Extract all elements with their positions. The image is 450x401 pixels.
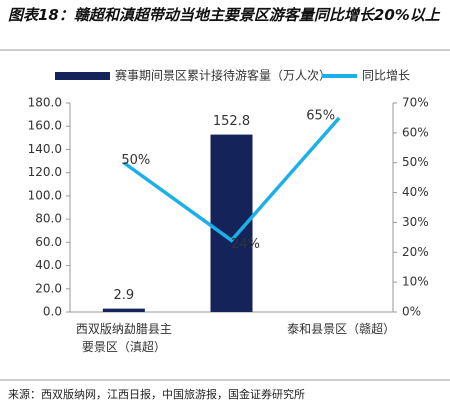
line-value-label: 50% <box>121 153 150 168</box>
y-tick-label: 20.0 <box>35 281 62 295</box>
bar-value-label: 152.8 <box>213 114 250 129</box>
y2-tick-label: 60% <box>402 125 429 139</box>
source: 来源：西双版纳网，江西日报，中国旅游报，国金证券研究所 <box>8 388 305 401</box>
chart-title: 图表18：赣超和滇超带动当地主要景区游客量同比增长20%以上 <box>8 6 440 24</box>
bar <box>102 308 145 312</box>
y2-tick-label: 20% <box>402 245 429 259</box>
y-tick-label: 120.0 <box>28 165 62 179</box>
y-tick-label: 180.0 <box>28 96 62 110</box>
y2-tick-label: 10% <box>402 275 429 289</box>
legend-label: 同比增长 <box>362 69 410 83</box>
line-value-label: 24% <box>231 237 260 252</box>
y-tick-label: 160.0 <box>28 119 62 133</box>
x-tick-label: 泰和县景区（赣超） <box>287 322 396 336</box>
bar-value-label: 2.9 <box>113 288 134 303</box>
line-value-label: 65% <box>306 108 335 123</box>
x-tick-label: 西双版纳勐腊县主要景区（滇超） <box>75 322 172 354</box>
legend-label: 赛事期间景区累计接待游客量（万人次） <box>115 68 331 83</box>
y2-tick-label: 70% <box>402 96 429 110</box>
y2-tick-label: 40% <box>402 185 429 199</box>
y-tick-label: 60.0 <box>35 235 62 249</box>
y-tick-label: 140.0 <box>28 142 62 156</box>
y-tick-label: 80.0 <box>35 212 62 226</box>
y-tick-label: 40.0 <box>35 258 62 272</box>
y-tick-label: 100.0 <box>28 188 62 202</box>
legend-swatch <box>55 72 110 80</box>
y2-tick-label: 30% <box>402 215 429 229</box>
y-tick-label: 0.0 <box>43 305 62 319</box>
y2-tick-label: 0% <box>402 305 421 319</box>
line <box>122 116 341 243</box>
y2-tick-label: 50% <box>402 155 429 169</box>
